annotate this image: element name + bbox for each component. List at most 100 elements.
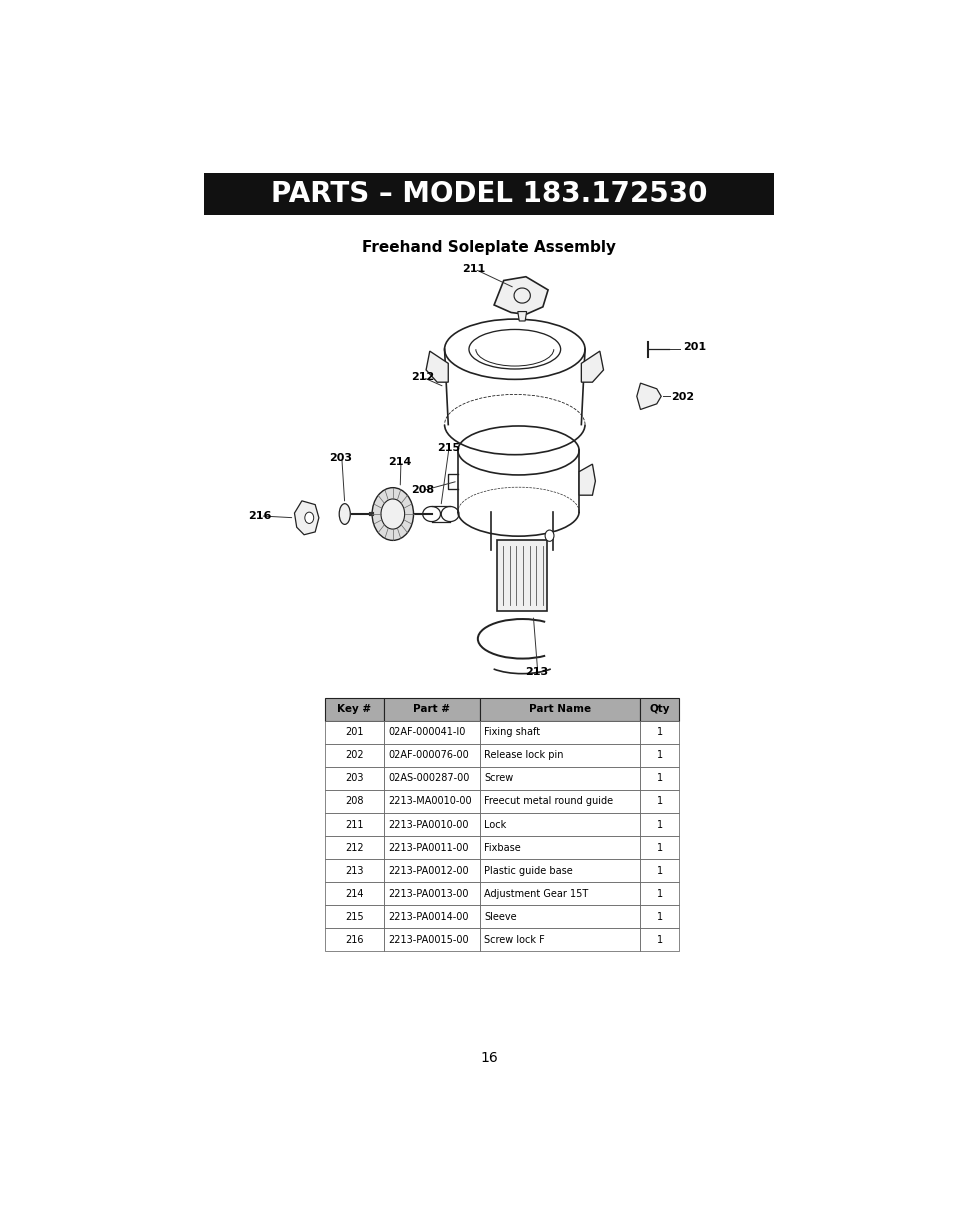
Bar xyxy=(639,744,679,767)
Text: Screw: Screw xyxy=(484,773,514,784)
Text: 212: 212 xyxy=(345,843,363,852)
Text: 216: 216 xyxy=(345,934,363,945)
Bar xyxy=(383,905,479,928)
Bar xyxy=(479,837,639,860)
Bar xyxy=(324,697,383,720)
Bar xyxy=(383,928,479,951)
Text: 1: 1 xyxy=(656,728,662,737)
Ellipse shape xyxy=(339,504,350,525)
Text: 1: 1 xyxy=(656,912,662,922)
Bar xyxy=(479,767,639,790)
Text: 203: 203 xyxy=(345,773,363,784)
Text: 208: 208 xyxy=(345,796,363,806)
Text: 213: 213 xyxy=(345,866,363,876)
Text: 211: 211 xyxy=(462,264,485,274)
Text: Plastic guide base: Plastic guide base xyxy=(484,866,573,876)
Text: 1: 1 xyxy=(656,889,662,899)
Text: 215: 215 xyxy=(345,912,363,922)
Bar xyxy=(479,928,639,951)
Polygon shape xyxy=(426,351,448,382)
Bar xyxy=(479,905,639,928)
Text: 2213-PA0013-00: 2213-PA0013-00 xyxy=(388,889,468,899)
Text: Adjustment Gear 15T: Adjustment Gear 15T xyxy=(484,889,588,899)
Text: 201: 201 xyxy=(345,728,363,737)
Text: 16: 16 xyxy=(479,1052,497,1065)
Polygon shape xyxy=(578,464,595,495)
Text: 1: 1 xyxy=(656,934,662,945)
Bar xyxy=(639,860,679,882)
Bar xyxy=(324,928,383,951)
Circle shape xyxy=(372,488,413,541)
Text: 201: 201 xyxy=(682,342,706,352)
Bar xyxy=(639,767,679,790)
Text: 215: 215 xyxy=(436,443,459,453)
Bar xyxy=(324,720,383,744)
Bar xyxy=(383,882,479,905)
Bar xyxy=(639,790,679,813)
Bar xyxy=(639,928,679,951)
Text: Qty: Qty xyxy=(649,704,669,714)
Text: 211: 211 xyxy=(345,819,363,829)
Text: Freecut metal round guide: Freecut metal round guide xyxy=(484,796,613,806)
Text: 2213-MA0010-00: 2213-MA0010-00 xyxy=(388,796,472,806)
Bar xyxy=(479,720,639,744)
Bar xyxy=(639,837,679,860)
Bar xyxy=(479,860,639,882)
Bar xyxy=(324,882,383,905)
Text: PARTS – MODEL 183.172530: PARTS – MODEL 183.172530 xyxy=(271,180,706,208)
Bar xyxy=(383,744,479,767)
Bar xyxy=(324,744,383,767)
Text: 208: 208 xyxy=(411,486,434,495)
Bar xyxy=(479,882,639,905)
Text: 2213-PA0015-00: 2213-PA0015-00 xyxy=(388,934,469,945)
Bar xyxy=(639,882,679,905)
Text: 216: 216 xyxy=(248,511,272,521)
Polygon shape xyxy=(637,383,660,410)
Text: Fixbase: Fixbase xyxy=(484,843,520,852)
Bar xyxy=(383,720,479,744)
Bar xyxy=(383,860,479,882)
Bar xyxy=(383,767,479,790)
Text: 214: 214 xyxy=(345,889,363,899)
Bar xyxy=(324,837,383,860)
Circle shape xyxy=(305,512,314,523)
Bar xyxy=(324,860,383,882)
Text: 202: 202 xyxy=(345,751,363,761)
Bar xyxy=(324,813,383,837)
Text: 2213-PA0010-00: 2213-PA0010-00 xyxy=(388,819,468,829)
Bar xyxy=(479,813,639,837)
Text: 02AF-000041-I0: 02AF-000041-I0 xyxy=(388,728,465,737)
Text: 203: 203 xyxy=(329,453,353,462)
Circle shape xyxy=(544,530,554,542)
Bar xyxy=(383,790,479,813)
Polygon shape xyxy=(580,351,603,382)
Text: Screw lock F: Screw lock F xyxy=(484,934,545,945)
Bar xyxy=(479,790,639,813)
Bar xyxy=(324,905,383,928)
Text: 1: 1 xyxy=(656,773,662,784)
Text: 214: 214 xyxy=(388,457,412,467)
Bar xyxy=(479,744,639,767)
Circle shape xyxy=(380,499,404,530)
Text: 2213-PA0014-00: 2213-PA0014-00 xyxy=(388,912,468,922)
Text: 1: 1 xyxy=(656,796,662,806)
Polygon shape xyxy=(517,312,526,320)
Text: Lock: Lock xyxy=(484,819,506,829)
Bar xyxy=(639,697,679,720)
Bar xyxy=(639,720,679,744)
Text: 2213-PA0011-00: 2213-PA0011-00 xyxy=(388,843,468,852)
Bar xyxy=(324,767,383,790)
Text: 1: 1 xyxy=(656,751,662,761)
Text: Part Name: Part Name xyxy=(529,704,591,714)
Bar xyxy=(383,837,479,860)
Text: 202: 202 xyxy=(671,393,694,402)
Text: Fixing shaft: Fixing shaft xyxy=(484,728,540,737)
Polygon shape xyxy=(494,276,547,314)
Text: Sleeve: Sleeve xyxy=(484,912,517,922)
Bar xyxy=(204,174,773,214)
Text: 1: 1 xyxy=(656,843,662,852)
Bar xyxy=(383,697,479,720)
Text: 1: 1 xyxy=(656,819,662,829)
Text: 1: 1 xyxy=(656,866,662,876)
Polygon shape xyxy=(294,501,318,534)
